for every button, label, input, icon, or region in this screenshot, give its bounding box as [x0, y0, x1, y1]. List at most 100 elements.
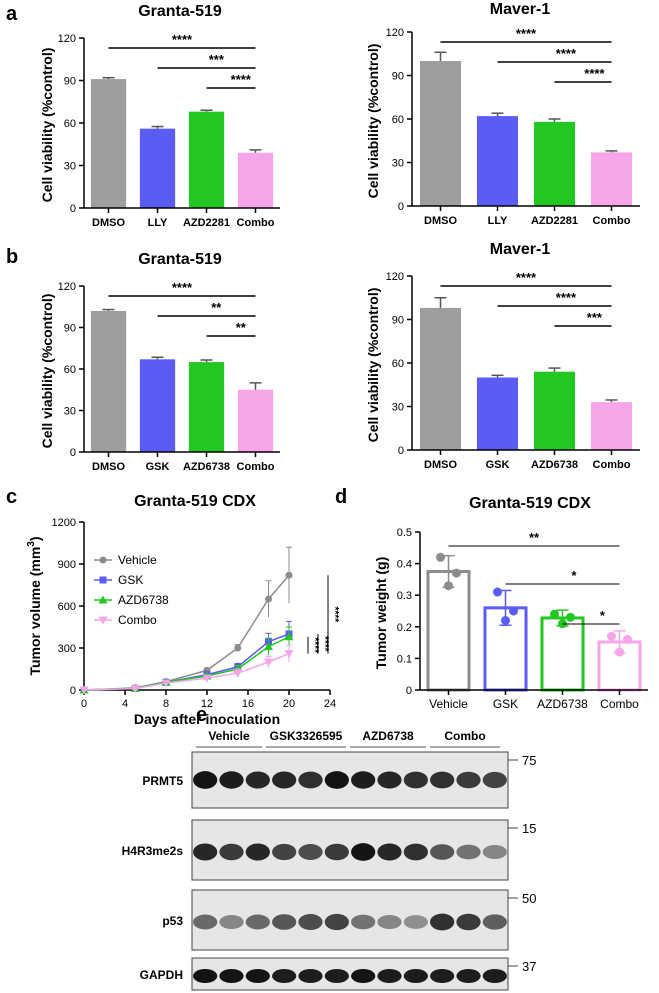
bar-dmso	[90, 79, 127, 208]
y-tick-label: 90	[64, 76, 76, 88]
y-tick-label: 0.4	[397, 559, 412, 571]
bar-azd6738	[188, 362, 225, 452]
y-tick-label: 0.1	[397, 653, 412, 665]
bar-gsk	[139, 359, 176, 452]
data-point	[493, 587, 502, 597]
y-tick-label: 30	[64, 161, 76, 173]
x-tick-label-azd6738: AZD6738	[537, 697, 588, 711]
y-tick-label: 30	[392, 158, 404, 170]
blot-band	[430, 771, 455, 789]
blot-band	[219, 843, 244, 861]
blot-band	[377, 914, 402, 930]
blot-band	[482, 844, 507, 860]
y-tick-label: 30	[64, 406, 76, 418]
blot-group-label: AZD6738	[362, 729, 414, 743]
x-tick-label-combo: Combo	[593, 459, 631, 471]
blot-group-label: Combo	[444, 729, 485, 743]
significance-label: **	[529, 530, 540, 545]
blot-band	[193, 843, 218, 861]
bar-dmso	[419, 307, 462, 450]
y-tick-label: 300	[58, 643, 76, 655]
chart-title: Granta-519 CDX	[134, 493, 256, 510]
significance-label: **	[211, 300, 222, 315]
blot-band	[272, 771, 297, 789]
x-tick-label: 24	[324, 698, 336, 710]
blot-band	[193, 771, 218, 789]
blot-band	[403, 843, 428, 861]
chart-b-granta: Granta-519 Cell viability (%control) 0 30 60…	[39, 251, 280, 473]
x-tick-label-combo: Combo	[237, 461, 275, 473]
data-point	[234, 644, 242, 652]
western-blot-panel: Vehicle GSK3326595 AZD6738 Combo PRMT5 75 H4R3…	[122, 729, 536, 991]
blot-band	[193, 914, 218, 930]
y-tick-label: 60	[64, 118, 76, 130]
y-tick-label: 30	[392, 402, 404, 414]
data-point	[509, 606, 518, 616]
x-tick-label-gsk: GSK	[493, 697, 518, 711]
blot-band	[456, 771, 481, 789]
y-tick-label: 1200	[52, 517, 76, 529]
blot-band	[298, 771, 323, 789]
data-point	[233, 669, 243, 678]
data-point	[501, 615, 510, 625]
y-tick-label: 90	[64, 323, 76, 335]
y-tick-label: 120	[58, 33, 76, 45]
y-tick-label: 60	[392, 358, 404, 370]
x-tick-label: 12	[201, 698, 213, 710]
blot-group-label: Vehicle	[208, 729, 250, 743]
x-tick-label-combo: Combo	[593, 215, 631, 227]
blot-band	[245, 843, 270, 861]
y-tick-label: 120	[386, 27, 404, 39]
blot-group-label: GSK3326595	[270, 729, 343, 743]
blot-band	[430, 969, 455, 983]
blot-band	[377, 771, 402, 789]
x-tick-label-lly: LLY	[488, 215, 508, 227]
blot-band	[351, 771, 376, 789]
bar-combo	[237, 152, 274, 208]
blot-row-label: H4R3me2s	[122, 844, 184, 858]
x-tick-label-lly: LLY	[148, 217, 168, 229]
y-tick-label: 0	[70, 685, 76, 697]
blot-band	[272, 843, 297, 861]
blot-band	[324, 843, 349, 861]
blot-strip	[191, 819, 509, 881]
molecular-weight-marker: 15	[522, 821, 536, 836]
blot-band	[377, 969, 402, 983]
panel-letter-e: e	[196, 704, 207, 726]
significance-label: ****	[172, 32, 193, 47]
blot-band	[245, 914, 270, 930]
significance-label: ***	[209, 52, 225, 67]
blot-band	[219, 771, 244, 789]
blot-band	[430, 913, 455, 931]
significance-label: ****	[516, 270, 537, 285]
bar-azd6738	[533, 371, 576, 450]
significance-label: *	[600, 608, 606, 623]
chart-d-tumor-weight: Granta-519 CDX Tumor weight (g) 0 0.1 0.2 0.3…	[373, 495, 648, 711]
bar-azd2281	[533, 121, 576, 206]
blot-band	[482, 969, 507, 983]
blot-band	[324, 913, 349, 931]
chart-title: Maver-1	[490, 1, 551, 18]
blot-strip	[191, 889, 509, 951]
blot-band	[351, 914, 376, 930]
y-axis-label: Cell viability (%control)	[365, 288, 381, 443]
x-tick-label: 8	[163, 698, 169, 710]
legend-label: GSK	[118, 573, 143, 587]
blot-band	[377, 843, 402, 861]
data-point	[202, 674, 212, 683]
data-point	[615, 647, 624, 657]
molecular-weight-marker: 75	[522, 753, 536, 768]
significance-label: ****	[172, 280, 193, 295]
legend-marker	[99, 556, 107, 564]
blot-band	[351, 843, 376, 861]
y-axis-label: Tumor volume (mm3)	[26, 536, 43, 675]
blot-strip	[191, 957, 509, 991]
y-axis-label: Cell viability (%control)	[39, 294, 55, 449]
series-line-azd6738	[83, 636, 290, 691]
blot-band	[456, 969, 481, 983]
x-tick-label: 0	[81, 698, 87, 710]
blot-band	[456, 844, 481, 860]
significance-label: ****	[556, 46, 577, 61]
data-point	[566, 612, 575, 622]
